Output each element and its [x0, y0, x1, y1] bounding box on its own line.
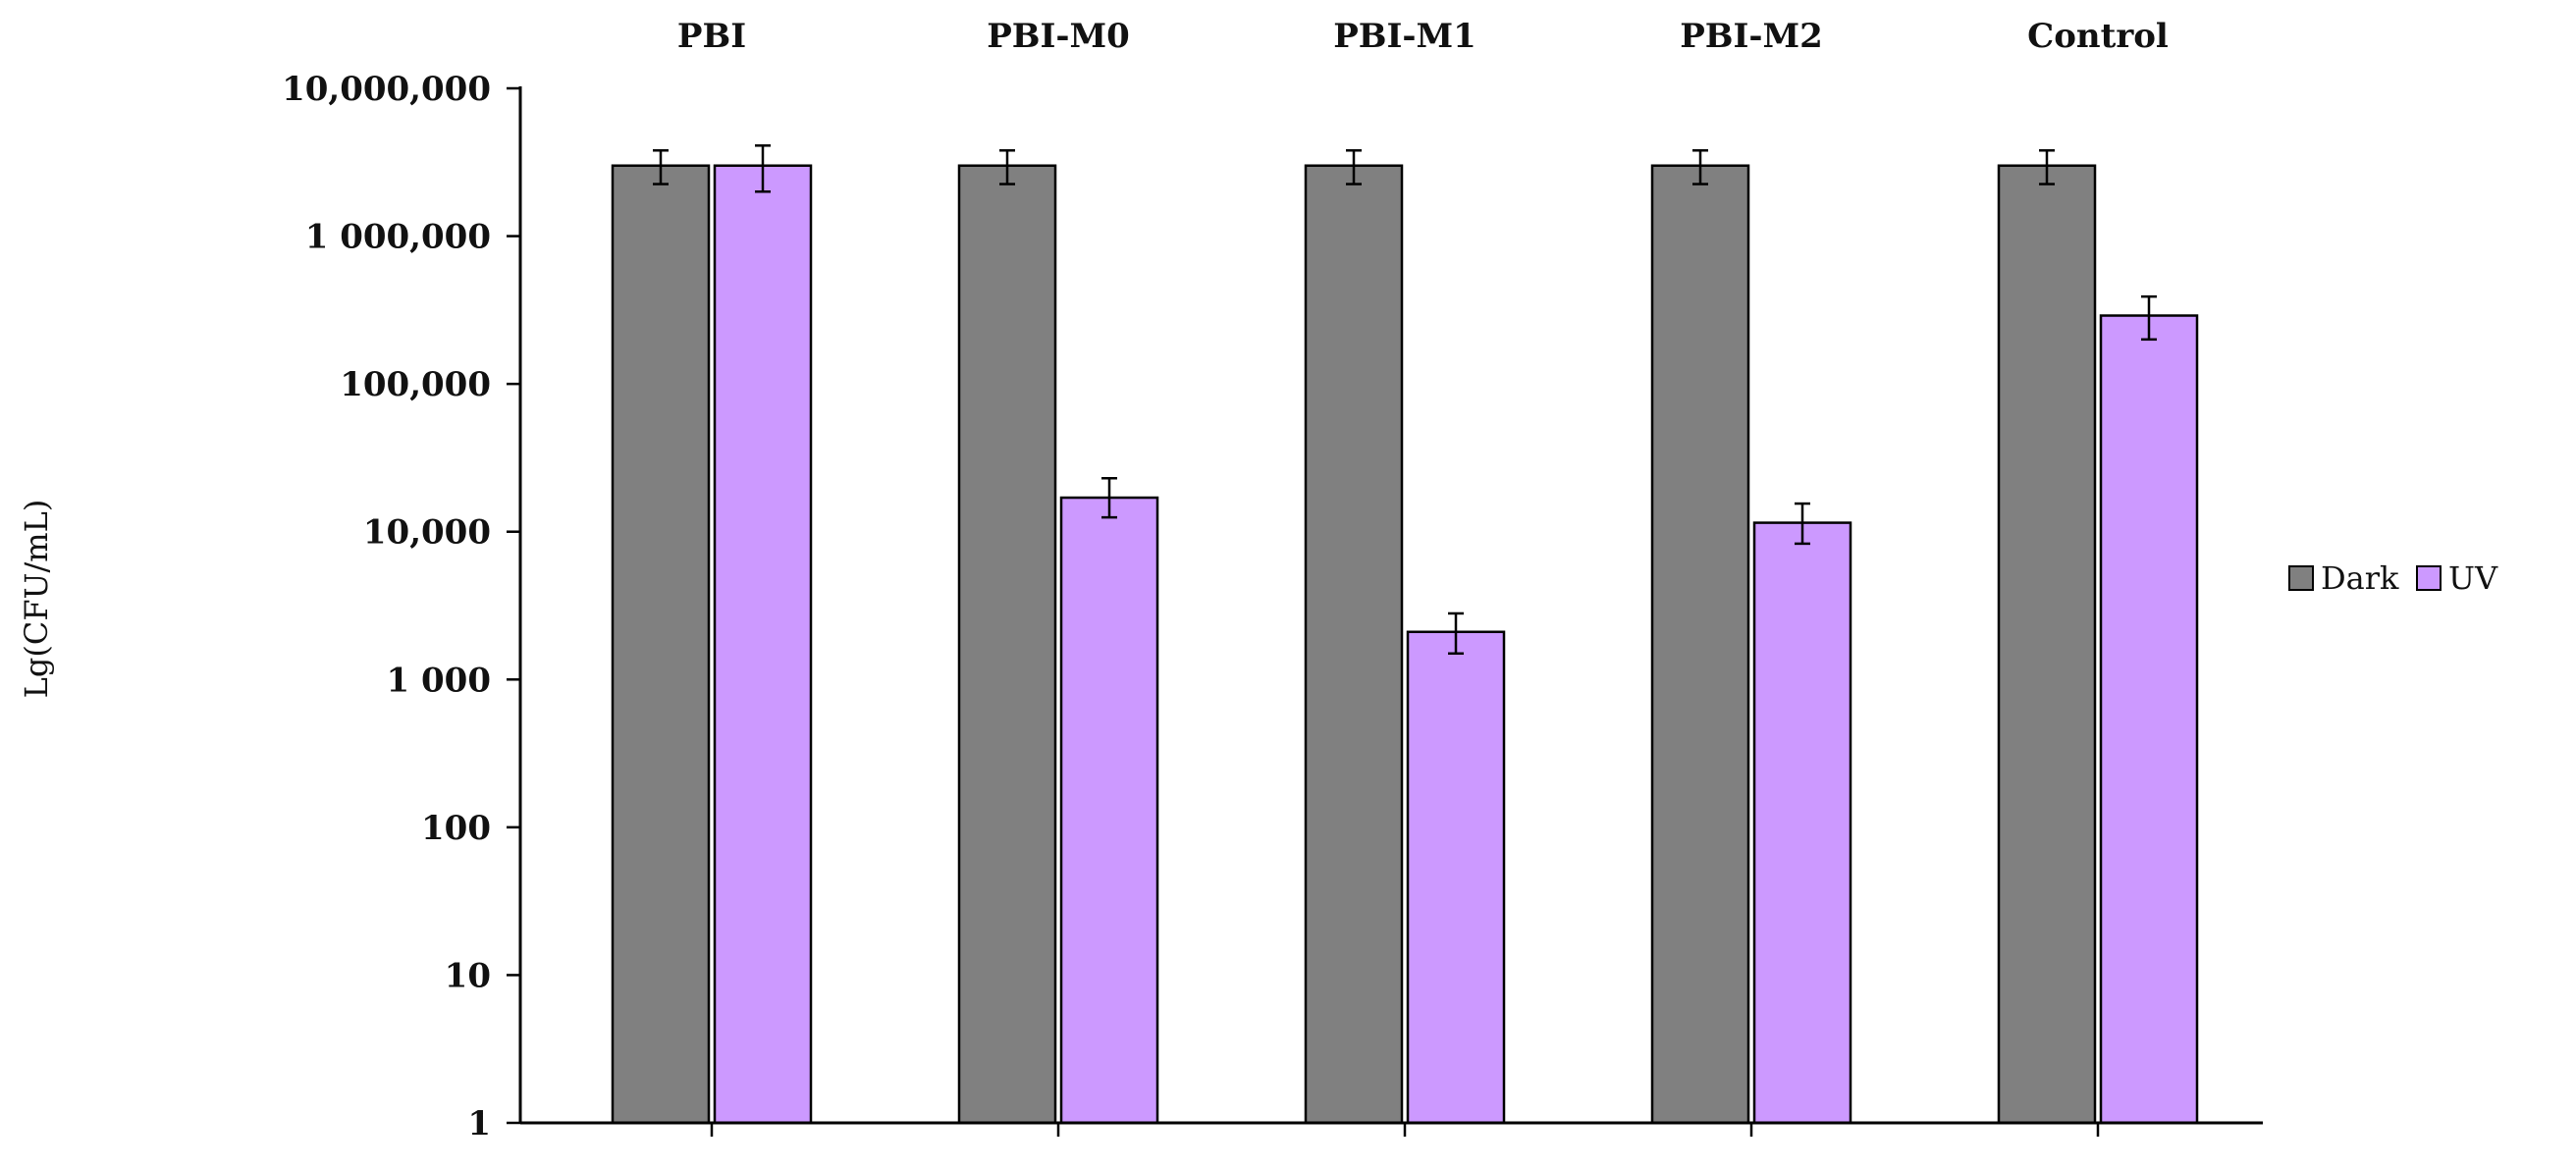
bar-uv-pbi-m0	[1059, 496, 1159, 1125]
bar-dark-pbi	[611, 164, 711, 1125]
bar-uv-pbi	[713, 164, 813, 1125]
y-tick-label: 1	[467, 1104, 491, 1143]
bar-uv-pbi-m2	[1752, 521, 1852, 1125]
bar-dark-pbi-m2	[1650, 164, 1750, 1125]
y-tick-label: 10	[445, 956, 491, 995]
category-label-pbi-m0: PBI-M0	[987, 17, 1130, 56]
y-tick-label: 1 000	[387, 661, 491, 700]
bar-uv-pbi-m1	[1406, 630, 1506, 1125]
legend-label-dark: Dark	[2321, 559, 2399, 597]
y-tick-label: 10,000,000	[282, 70, 491, 109]
y-tick-label: 1 000,000	[305, 218, 491, 257]
bar-dark-pbi-m1	[1304, 164, 1404, 1125]
category-label-pbi-m2: PBI-M2	[1680, 17, 1823, 56]
y-tick-label: 10,000	[363, 513, 491, 553]
bar-dark-pbi-m0	[957, 164, 1057, 1125]
category-label-pbi: PBI	[677, 17, 746, 56]
y-tick-label: 100,000	[340, 365, 491, 404]
y-tick-label: 100	[421, 809, 491, 848]
category-label-control: Control	[2027, 17, 2169, 56]
legend-swatch-uv	[2416, 565, 2442, 591]
category-label-pbi-m1: PBI-M1	[1333, 17, 1476, 56]
bar-uv-control	[2099, 314, 2199, 1125]
bar-dark-control	[1997, 164, 2097, 1125]
legend-swatch-dark	[2288, 565, 2314, 591]
legend-label-uv: UV	[2448, 559, 2498, 597]
y-axis-title: Lg(CFU/mL)	[18, 500, 55, 699]
